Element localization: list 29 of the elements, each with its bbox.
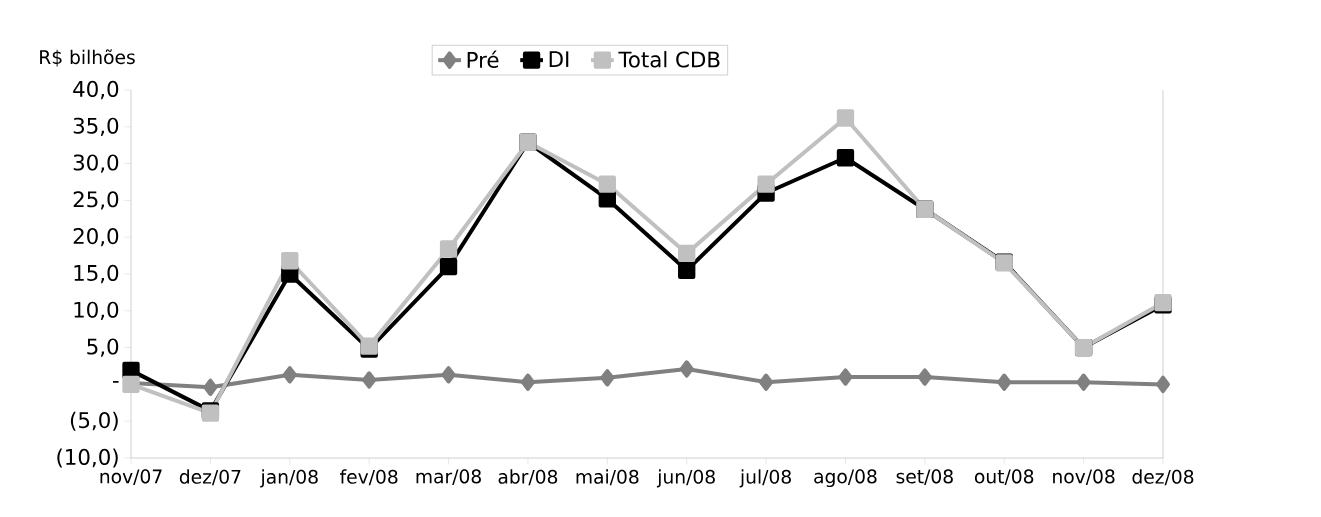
- x-tick-label: dez/07: [179, 469, 241, 486]
- x-tick-label: dez/08: [1132, 469, 1194, 486]
- y-tick-label: 20,0: [73, 228, 119, 247]
- y-tick-label: 10,0: [74, 301, 119, 320]
- y-tick-label: 15,0: [74, 264, 119, 284]
- y-tick-label: -: [112, 381, 119, 383]
- x-tick-label: set/08: [896, 469, 953, 485]
- x-tick-label: ago/08: [814, 469, 877, 488]
- x-tick-label: jan/08: [260, 469, 318, 488]
- y-tick-label: 35,0: [73, 117, 119, 136]
- legend-label: Total CDB: [618, 51, 720, 68]
- x-tick-label: out/08: [974, 469, 1034, 485]
- x-tick-label: mar/08: [416, 469, 481, 485]
- y-tick-label: 5,0: [87, 338, 119, 357]
- x-tick-label: abr/08: [498, 469, 558, 486]
- x-tick-label: nov/07: [100, 469, 162, 485]
- y-tick-label: 40,0: [73, 80, 119, 100]
- x-tick-label: jul/08: [739, 469, 791, 488]
- y-axis-title: R$ bilhões: [40, 49, 135, 67]
- legend-label: DI: [549, 51, 569, 67]
- x-tick-label: fev/08: [340, 469, 398, 486]
- x-tick-label: jun/08: [656, 469, 715, 488]
- y-tick-label: (10,0): [57, 448, 118, 468]
- y-tick-label: (5,0): [70, 411, 118, 431]
- x-tick-label: mai/08: [576, 469, 639, 486]
- y-tick-label: 25,0: [73, 191, 119, 210]
- y-tick-label: 30,0: [73, 154, 119, 173]
- x-tick-label: nov/08: [1053, 469, 1115, 485]
- legend-label: Pré: [467, 50, 499, 68]
